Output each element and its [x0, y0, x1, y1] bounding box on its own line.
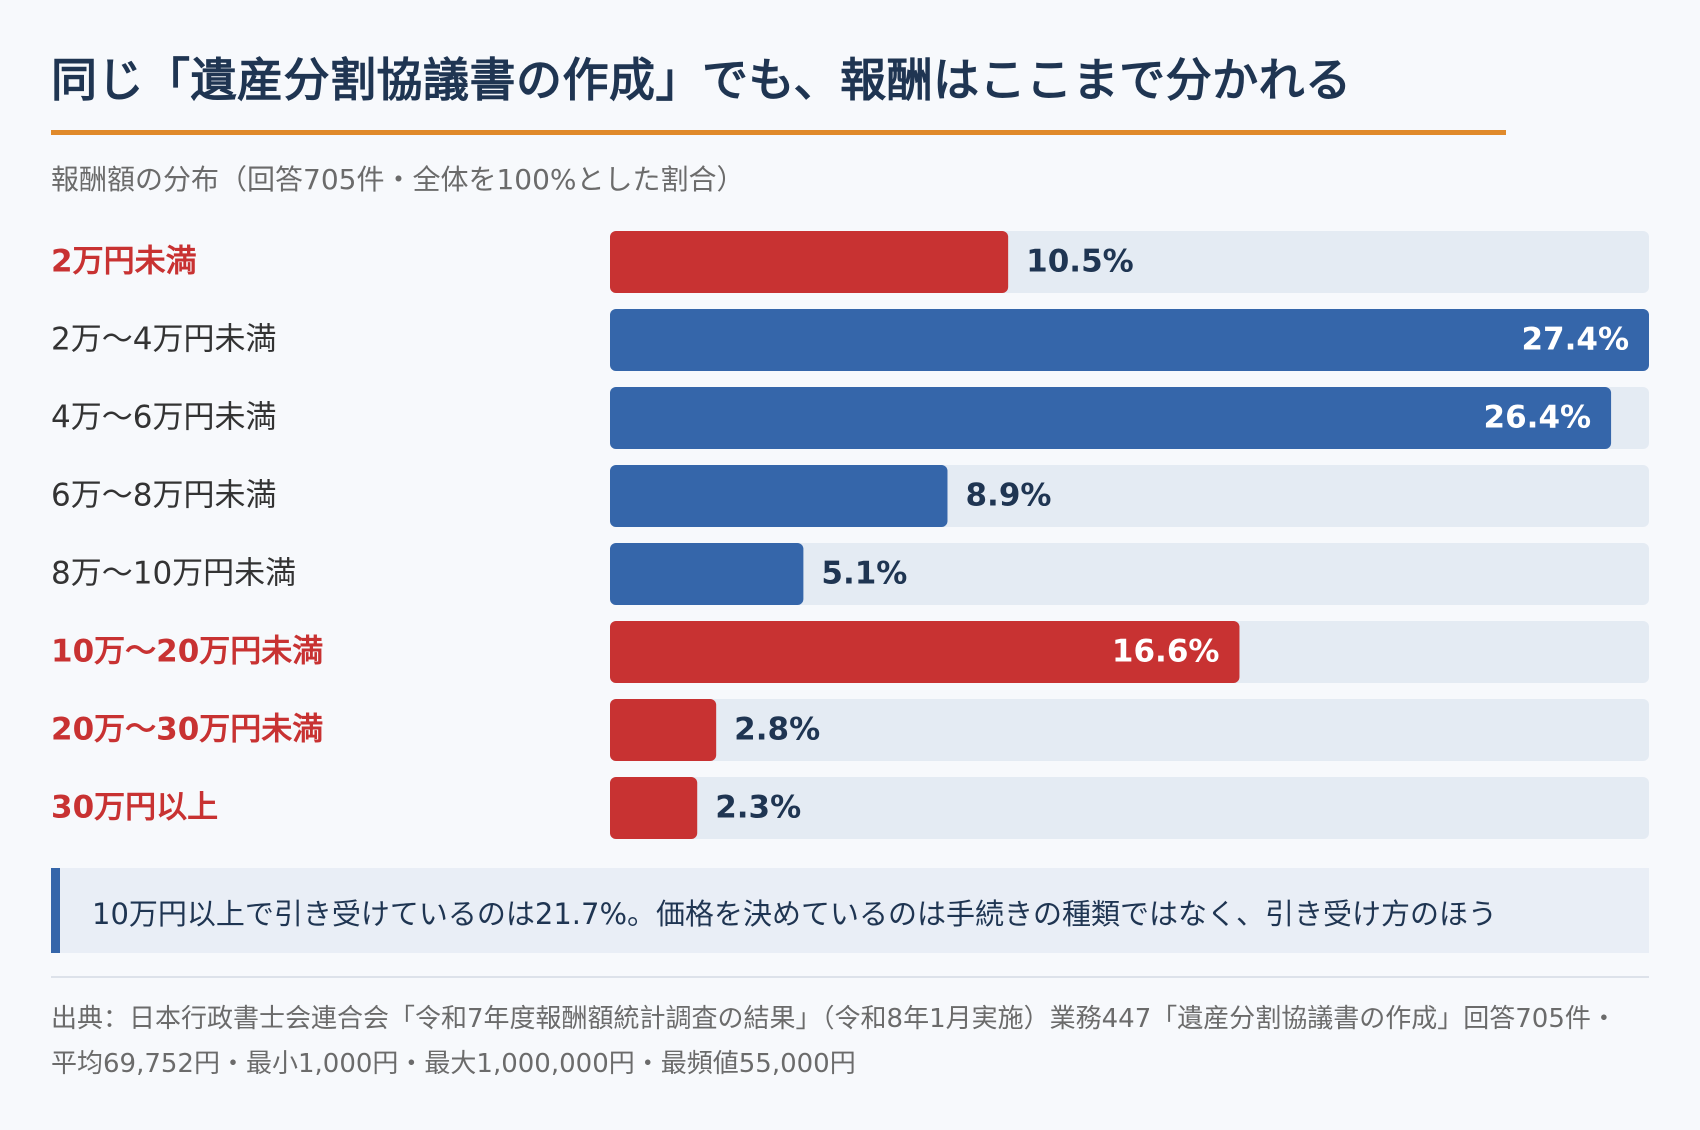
bar-value-label: 16.6% [1112, 634, 1220, 670]
bar-value-label: 2.3% [715, 790, 801, 826]
bar-value-label: 10.5% [1026, 244, 1134, 280]
callout-note: 10万円以上で引き受けているのは21.7%。価格を決めているのは手続きの種類では… [51, 868, 1649, 953]
bar-value-label: 5.1% [821, 556, 907, 592]
category-label: 20万～30万円未満 [51, 712, 323, 748]
bar-track [610, 777, 1649, 839]
bar [610, 465, 948, 527]
bar [610, 231, 1009, 293]
bar [610, 387, 1612, 449]
bar-chart: 2万円未満 10.5% 2万～4万円未満 27.4% 4万～6万円未満 26.4% 6万～8… [51, 231, 1649, 839]
bar-value-label: 2.8% [734, 712, 820, 748]
chart-subtitle: 報酬額の分布（回答705件・全体を100%とした割合） [51, 163, 745, 196]
category-label: 10万～20万円未満 [51, 634, 323, 670]
bar [610, 621, 1240, 683]
source-divider [51, 976, 1649, 978]
bar [610, 699, 717, 761]
bar-value-label: 26.4% [1484, 400, 1592, 436]
category-label: 8万～10万円未満 [51, 556, 296, 592]
bar [610, 543, 804, 605]
bar-value-label: 27.4% [1521, 322, 1629, 358]
bar-track [610, 699, 1649, 761]
bar [610, 309, 1649, 371]
chart-title: 同じ「遺産分割協議書の作成」でも、報酬はここまで分かれる [51, 53, 1352, 107]
bar-track [610, 543, 1649, 605]
title-underline [51, 130, 1506, 135]
category-label: 4万～6万円未満 [51, 400, 276, 436]
category-label: 6万～8万円未満 [51, 478, 276, 514]
category-label: 2万円未満 [51, 244, 197, 280]
bar-value-label: 8.9% [965, 478, 1051, 514]
source-citation: 出典：日本行政書士会連合会「令和7年度報酬額統計調査の結果」（令和8年1月実施）… [51, 1004, 1617, 1079]
bar [610, 777, 698, 839]
callout-note-text: 10万円以上で引き受けているのは21.7%。価格を決めているのは手続きの種類では… [92, 897, 1498, 931]
category-label: 2万～4万円未満 [51, 322, 276, 358]
category-label: 30万円以上 [51, 790, 218, 826]
